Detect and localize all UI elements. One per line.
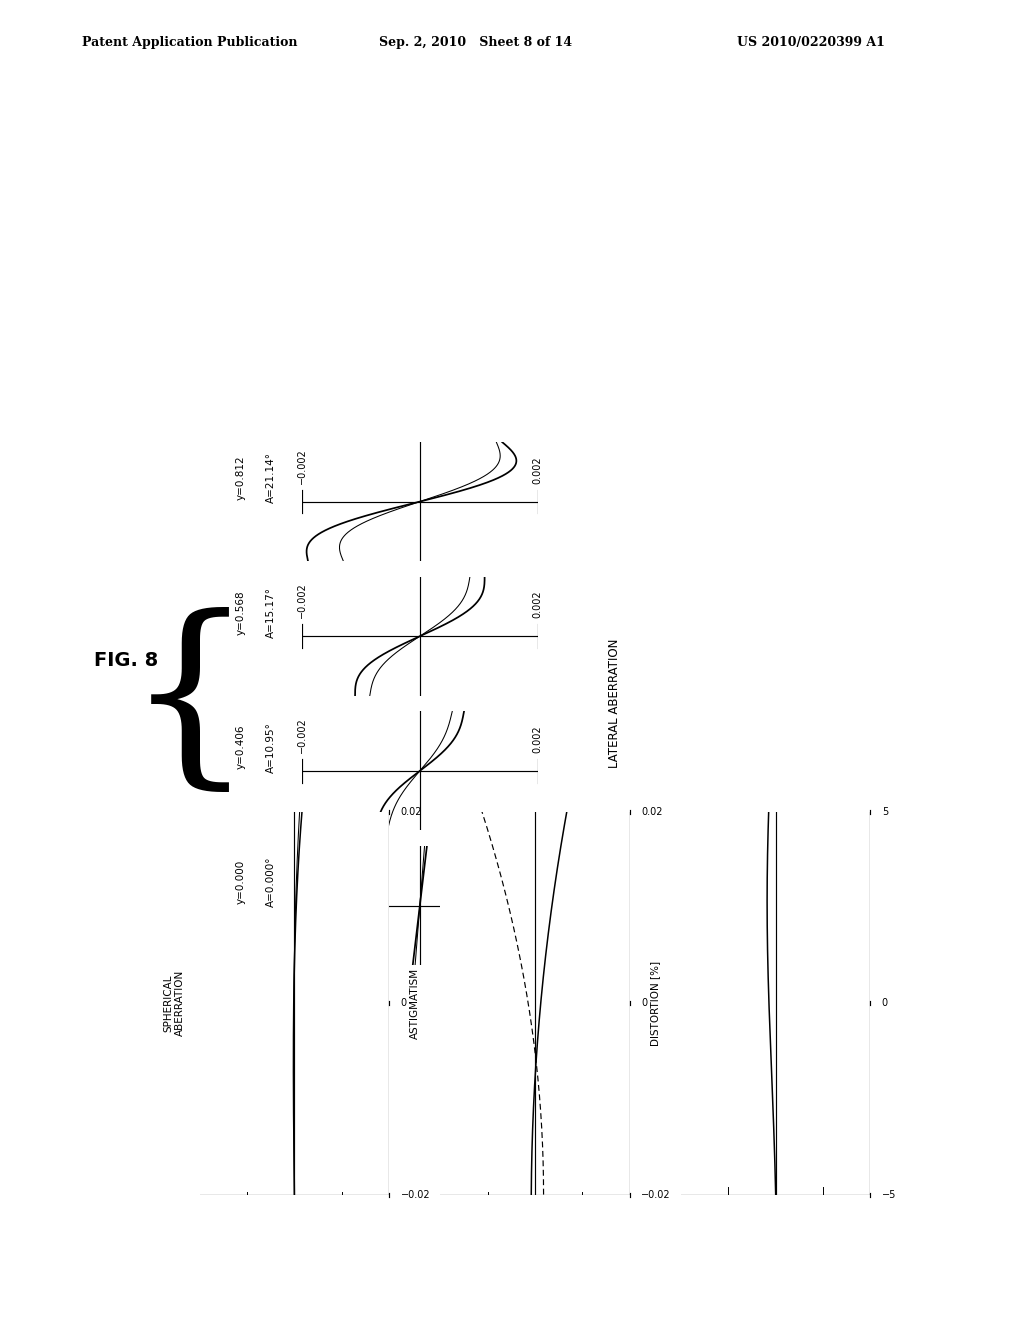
Text: y=0.568: y=0.568 xyxy=(236,590,246,635)
Text: 0.02: 0.02 xyxy=(641,807,663,817)
Text: {: { xyxy=(125,607,254,800)
Text: A=15.17°: A=15.17° xyxy=(266,587,276,638)
Text: 0.002: 0.002 xyxy=(532,457,543,484)
Text: −0.002: −0.002 xyxy=(297,447,307,484)
Text: −0.02: −0.02 xyxy=(641,1189,671,1200)
Text: 0: 0 xyxy=(400,998,407,1008)
Text: y=0.812: y=0.812 xyxy=(236,455,246,500)
Text: y=0.000: y=0.000 xyxy=(236,859,246,904)
Text: A=0.000°: A=0.000° xyxy=(266,857,276,907)
Text: 0: 0 xyxy=(882,998,888,1008)
Text: −5: −5 xyxy=(882,1189,896,1200)
Text: US 2010/0220399 A1: US 2010/0220399 A1 xyxy=(737,36,885,49)
Text: −0.002: −0.002 xyxy=(297,851,307,888)
Text: A=21.14°: A=21.14° xyxy=(266,453,276,503)
Text: y=0.406: y=0.406 xyxy=(236,725,246,770)
Text: SPHERICAL
ABERRATION: SPHERICAL ABERRATION xyxy=(163,970,185,1036)
Text: 5: 5 xyxy=(882,807,888,817)
Text: −0.02: −0.02 xyxy=(400,1189,430,1200)
Text: −0.002: −0.002 xyxy=(297,582,307,618)
Text: A=10.95°: A=10.95° xyxy=(266,722,276,772)
Text: 0: 0 xyxy=(641,998,647,1008)
Text: ASTIGMATISM: ASTIGMATISM xyxy=(410,968,420,1039)
Text: 0.02: 0.02 xyxy=(400,807,422,817)
Text: 0.002: 0.002 xyxy=(532,591,543,618)
Text: DISTORTION [%]: DISTORTION [%] xyxy=(650,961,660,1045)
Text: 0.002: 0.002 xyxy=(532,861,543,888)
Text: LATERAL ABERRATION: LATERAL ABERRATION xyxy=(608,639,621,768)
Text: 0.002: 0.002 xyxy=(532,726,543,752)
Text: FIG. 8: FIG. 8 xyxy=(94,651,159,669)
Text: −0.002: −0.002 xyxy=(297,717,307,752)
Text: Patent Application Publication: Patent Application Publication xyxy=(82,36,297,49)
Text: Sep. 2, 2010   Sheet 8 of 14: Sep. 2, 2010 Sheet 8 of 14 xyxy=(379,36,572,49)
